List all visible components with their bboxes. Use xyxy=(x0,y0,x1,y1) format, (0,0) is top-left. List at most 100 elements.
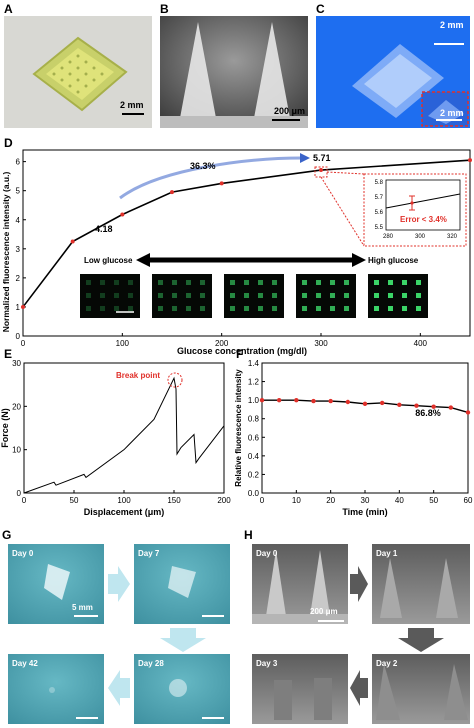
inset-xtick: 280 xyxy=(383,234,394,240)
fluorescence-dot xyxy=(172,280,177,285)
inset-axes xyxy=(385,179,461,231)
day42-photo xyxy=(8,654,104,724)
fluorescence-dot xyxy=(272,293,277,298)
fluorescence-dot xyxy=(230,280,235,285)
annotation-5-71: 5.71 xyxy=(313,153,331,163)
fluorescence-dot xyxy=(200,280,205,285)
scale-label-c-top: 2 mm xyxy=(440,20,464,30)
y-tick-label: 5 xyxy=(16,187,21,196)
fluorescence-dot xyxy=(272,280,277,285)
fluorescence-dot xyxy=(416,306,421,311)
high-glucose-label: High glucose xyxy=(368,256,419,265)
force-chart: Force (N) Displacement (μm) 0 50 100 150 200… xyxy=(0,359,231,517)
data-point xyxy=(294,397,299,403)
sem-day3-label: Day 3 xyxy=(256,659,278,668)
plot-frame-d xyxy=(22,149,471,337)
y-axis-label-e: Force (N) xyxy=(0,408,10,448)
x-tick-label: 400 xyxy=(414,339,428,348)
data-point xyxy=(70,239,75,244)
fluorescence-dot xyxy=(186,306,191,311)
fluorescence-dot xyxy=(100,306,105,311)
fluorescence-dot xyxy=(86,306,91,311)
break-point-marker xyxy=(167,372,183,388)
x-tick-label: 0 xyxy=(22,496,27,505)
fluorescence-dot xyxy=(330,280,335,285)
day42-label: Day 42 xyxy=(12,659,38,668)
fluorescence-dot xyxy=(200,293,205,298)
y-tick-label: 2 xyxy=(16,274,21,283)
data-point xyxy=(448,405,454,410)
fluorescence-dot xyxy=(172,293,177,298)
data-point xyxy=(276,397,282,403)
y-tick-label: 3 xyxy=(16,245,21,254)
inset-ytick: 5.8 xyxy=(375,180,384,186)
x-tick-label: 50 xyxy=(429,496,438,505)
increase-arrow xyxy=(119,156,303,200)
day28-residue xyxy=(169,679,187,697)
fluorescence-dot xyxy=(344,280,349,285)
fluorescence-dot xyxy=(374,280,379,285)
break-point-label: Break point xyxy=(116,371,160,380)
inset-xtick: 300 xyxy=(415,234,426,240)
y-tick-label: 1.4 xyxy=(248,359,260,368)
fluorescence-dot xyxy=(330,293,335,298)
fluorescence-dot xyxy=(402,293,407,298)
scale-label-h: 200 μm xyxy=(310,607,338,616)
fluorescence-dot xyxy=(158,293,163,298)
panel-label-g: G xyxy=(2,528,12,542)
inset-error-text: Error < 3.4% xyxy=(400,215,447,224)
sem-day2-label: Day 2 xyxy=(376,659,398,668)
fluorescence-dot xyxy=(374,306,379,311)
low-glucose-label: Low glucose xyxy=(84,256,133,265)
y-tick-label: 0.4 xyxy=(248,452,260,461)
fluorescence-dot xyxy=(402,280,407,285)
fluorescence-dot xyxy=(186,280,191,285)
increase-arrowhead xyxy=(300,153,310,163)
fluorescence-dot xyxy=(158,306,163,311)
y-tick-label: 20 xyxy=(12,402,21,411)
fluorescence-dot xyxy=(100,280,105,285)
x-tick-label: 0 xyxy=(260,496,265,505)
inset-ytick: 5.7 xyxy=(375,195,384,201)
calibration-chart: Normalized fluorescence intensity (a.u.)… xyxy=(1,149,472,356)
fluorescence-dot xyxy=(158,280,163,285)
data-point xyxy=(259,397,265,403)
fluorescence-dot xyxy=(244,280,249,285)
patch-drawing xyxy=(32,36,144,115)
fluorescence-dot xyxy=(114,293,119,298)
panel-label-d: D xyxy=(4,136,13,150)
day0-label: Day 0 xyxy=(12,549,34,558)
arrow-down-icon xyxy=(160,628,206,652)
fluorescence-dot xyxy=(258,306,263,311)
y-tick-label: 1.0 xyxy=(248,396,260,405)
glucose-arrow-left-head xyxy=(136,253,150,267)
scale-label-g: 5 mm xyxy=(72,603,93,612)
plot-frame-e xyxy=(23,362,225,494)
y-tick-label: 0.0 xyxy=(248,489,260,498)
fluorescence-dot xyxy=(416,293,421,298)
fluorescence-dot xyxy=(388,293,393,298)
data-point xyxy=(170,190,174,195)
x-axis-label-f: Time (min) xyxy=(342,507,387,517)
data-point xyxy=(328,398,333,404)
data-point xyxy=(345,399,351,405)
data-point xyxy=(465,410,471,415)
fluorescence-dot xyxy=(230,306,235,311)
x-tick-label: 300 xyxy=(314,339,328,348)
x-tick-label: 60 xyxy=(464,496,473,505)
fluorescence-dot xyxy=(272,306,277,311)
sem-photos: Day 0 200 μm Day 1 Day 2 Day 3 xyxy=(252,544,470,724)
inset-xtick: 320 xyxy=(447,234,458,240)
y-tick-label: 0.8 xyxy=(248,415,260,424)
x-axis-label-d: Glucose concentration (mg/dl) xyxy=(177,346,307,356)
panel-label-b: B xyxy=(160,2,169,16)
sem-day0-needle-left xyxy=(266,550,286,616)
inset-ytick: 5.5 xyxy=(375,225,384,231)
sem-day1-needle-right xyxy=(436,558,458,618)
data-point xyxy=(120,212,125,217)
y-tick-label: 0 xyxy=(16,332,21,341)
data-point xyxy=(219,181,224,186)
fluorescence-dot xyxy=(316,280,321,285)
sem-day1-needle-left xyxy=(380,558,402,618)
fluorescence-dot xyxy=(388,306,393,311)
